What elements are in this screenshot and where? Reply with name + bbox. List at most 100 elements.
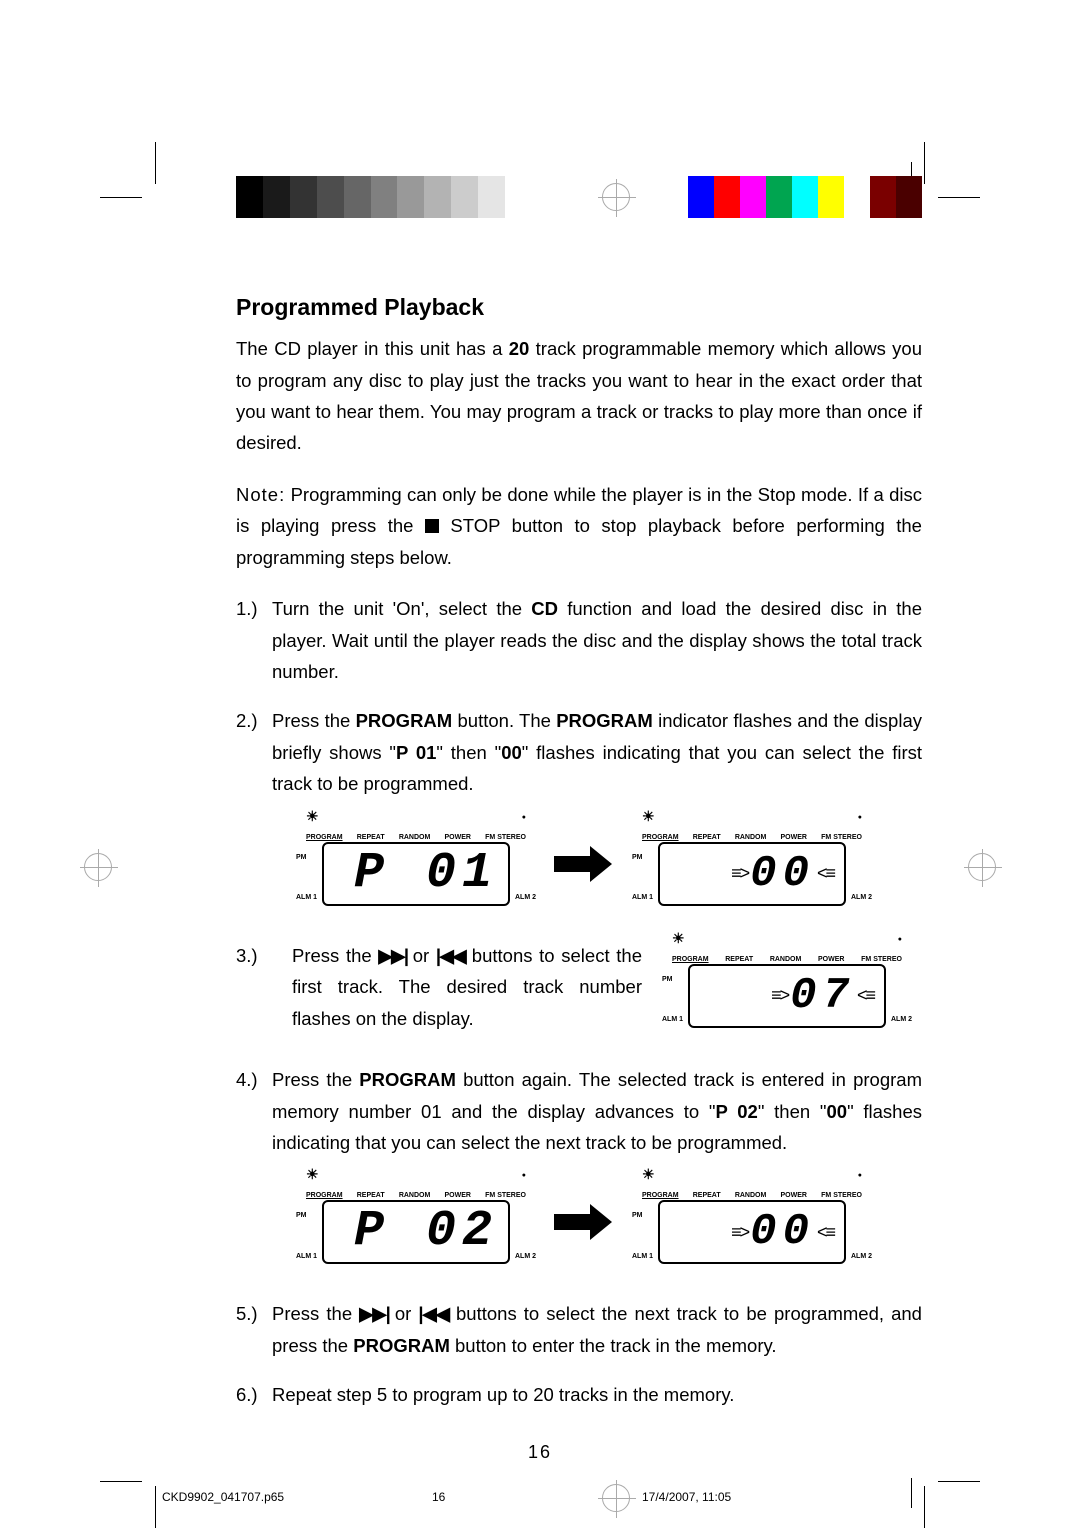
color-swatch <box>714 176 740 218</box>
color-swatch <box>896 176 922 218</box>
registration-mark-icon <box>602 183 630 211</box>
flash-icon: ≡> <box>731 868 748 879</box>
page-number: 16 <box>0 1442 1080 1463</box>
step-number: 5.) <box>236 1298 272 1361</box>
text: or <box>406 945 436 966</box>
text: The CD player in this unit has a <box>236 338 509 359</box>
text-bold: P 02 <box>716 1101 758 1122</box>
text-bold: 00 <box>501 742 522 763</box>
color-swatch <box>792 176 818 218</box>
lcd-display-row: ☀● PROGRAM REPEAT RANDOM POWER FM STEREO… <box>296 1176 922 1268</box>
step-4: 4.) Press the PROGRAM button again. The … <box>236 1064 922 1158</box>
arrow-icon <box>554 1204 614 1240</box>
skip-forward-icon: ▶▶| <box>378 945 406 966</box>
step-body: Press the ▶▶| or |◀◀ buttons to select t… <box>272 1298 922 1361</box>
alm2-label: ALM 2 <box>891 1014 912 1026</box>
color-swatch <box>740 176 766 218</box>
footer: CKD9902_041707.p65 16 17/4/2007, 11:05 <box>162 1490 918 1504</box>
lcd-value: P 02 <box>354 1207 498 1257</box>
step-number: 2.) <box>236 705 272 799</box>
alarm-icon: ☀ <box>306 812 319 824</box>
alm2-label: ALM 2 <box>851 1251 872 1263</box>
skip-forward-icon: ▶▶| <box>359 1303 388 1324</box>
pm-label: PM <box>662 974 673 986</box>
text-bold: P 01 <box>396 742 436 763</box>
alm2-label: ALM 2 <box>515 892 536 904</box>
text-bold: CD <box>531 598 558 619</box>
lcd-display: ☀● PROGRAM REPEAT RANDOM POWER FM STEREO… <box>296 818 536 910</box>
grayscale-swatch <box>371 176 398 218</box>
stop-icon <box>425 519 439 533</box>
footer-date: 17/4/2007, 11:05 <box>642 1490 918 1504</box>
text-bold: 00 <box>827 1101 848 1122</box>
lcd-value: 00 <box>750 1210 815 1254</box>
lcd-display-row: ☀● PROGRAM REPEAT RANDOM POWER FM STEREO… <box>296 818 922 910</box>
steps-list-cont2: 5.) Press the ▶▶| or |◀◀ buttons to sele… <box>236 1298 922 1410</box>
power-dot-icon: ● <box>858 1170 862 1182</box>
lcd-display: ☀● PROGRAM REPEAT RANDOM POWER FM STEREO… <box>632 1176 872 1268</box>
crop-mark <box>938 1481 980 1482</box>
print-color-bar <box>0 176 1080 218</box>
alm1-label: ALM 1 <box>632 892 653 904</box>
text: Press the <box>292 945 378 966</box>
flash-icon: ≡> <box>771 990 788 1001</box>
step-number: 3.) <box>236 940 272 971</box>
alm1-label: ALM 1 <box>662 1014 683 1026</box>
text-bold: PROGRAM <box>359 1069 456 1090</box>
step-1: 1.) Turn the unit 'On', select the CD fu… <box>236 593 922 687</box>
grayscale-swatch <box>397 176 424 218</box>
lcd-display: ☀● PROGRAM REPEAT RANDOM POWER FM STEREO… <box>632 818 872 910</box>
text: Press the <box>272 1303 359 1324</box>
color-swatch <box>844 176 870 218</box>
text: or <box>388 1303 419 1324</box>
color-swatch <box>766 176 792 218</box>
lcd-value: P 01 <box>354 849 498 899</box>
crop-mark <box>100 1481 142 1482</box>
text-bold: PROGRAM <box>556 710 653 731</box>
pm-label: PM <box>632 852 643 864</box>
text: " then " <box>436 742 501 763</box>
step-body: Press the PROGRAM button. The PROGRAM in… <box>272 705 922 799</box>
skip-back-icon: |◀◀ <box>436 945 465 966</box>
alm2-label: ALM 2 <box>515 1251 536 1263</box>
track-count: 20 <box>509 338 530 359</box>
alarm-icon: ☀ <box>642 1170 655 1182</box>
power-dot-icon: ● <box>522 1170 526 1182</box>
note-paragraph: Note: Programming can only be done while… <box>236 479 922 573</box>
color-swatch <box>818 176 844 218</box>
step-number: 4.) <box>236 1064 272 1158</box>
step-body: Press the PROGRAM button again. The sele… <box>272 1064 922 1158</box>
grayscale-swatch <box>263 176 290 218</box>
registration-mark-icon <box>968 853 996 881</box>
step-body: Press the ▶▶| or |◀◀ buttons to select t… <box>292 940 642 1034</box>
step-number: 6.) <box>236 1379 272 1410</box>
grayscale-swatch <box>236 176 263 218</box>
step-2: 2.) Press the PROGRAM button. The PROGRA… <box>236 705 922 799</box>
grayscale-swatch <box>451 176 478 218</box>
crop-mark <box>924 1486 925 1528</box>
text: button to enter the track in the memory. <box>450 1335 777 1356</box>
step-3: 3.) Press the ▶▶| or |◀◀ buttons to sele… <box>236 940 922 1034</box>
step-number: 1.) <box>236 593 272 687</box>
alarm-icon: ☀ <box>642 812 655 824</box>
note-label: Note: <box>236 484 285 505</box>
text: Turn the unit 'On', select the <box>272 598 531 619</box>
alarm-icon: ☀ <box>306 1170 319 1182</box>
text-bold: PROGRAM <box>353 1335 450 1356</box>
power-dot-icon: ● <box>898 934 902 946</box>
alarm-icon: ☀ <box>672 934 685 946</box>
text-bold: PROGRAM <box>356 710 453 731</box>
arrow-icon <box>554 846 614 882</box>
footer-page: 16 <box>432 1490 642 1504</box>
flash-icon: <≡ <box>817 1227 834 1238</box>
flash-icon: ≡> <box>731 1227 748 1238</box>
flash-icon: <≡ <box>857 990 874 1001</box>
step-body: Repeat step 5 to program up to 20 tracks… <box>272 1379 922 1410</box>
steps-list: 1.) Turn the unit 'On', select the CD fu… <box>236 593 922 800</box>
power-dot-icon: ● <box>522 812 526 824</box>
flash-icon: <≡ <box>817 868 834 879</box>
skip-back-icon: |◀◀ <box>418 1303 449 1324</box>
steps-list-cont: 4.) Press the PROGRAM button again. The … <box>236 1064 922 1158</box>
registration-mark-icon <box>84 853 112 881</box>
step-6: 6.) Repeat step 5 to program up to 20 tr… <box>236 1379 922 1410</box>
